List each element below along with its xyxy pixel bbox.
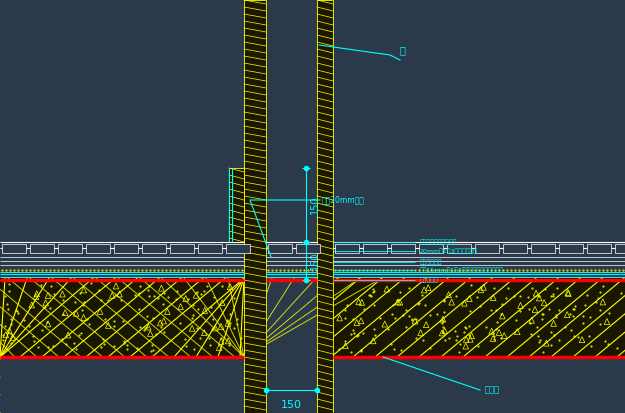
Bar [226, 244, 250, 253]
Bar [503, 244, 527, 253]
Bar [363, 244, 387, 253]
Bar [244, 0, 266, 413]
Text: 钉筋混凝土: 钉筋混凝土 [420, 277, 439, 283]
Bar [391, 244, 415, 253]
Bar [229, 168, 244, 242]
Bar [0, 278, 244, 357]
Bar [559, 244, 583, 253]
Bar [296, 244, 320, 253]
Bar [333, 278, 625, 357]
Text: 砖: 砖 [400, 45, 406, 55]
Bar [170, 244, 194, 253]
Text: 150: 150 [281, 400, 302, 410]
Bar [86, 244, 110, 253]
Text: 瓷砖（施工后贴面砖）: 瓷砖（施工后贴面砖） [420, 239, 457, 245]
Bar [531, 244, 555, 253]
Text: 最薄15mm厚1：3水泥岁浆找平、键幕地面: 最薄15mm厚1：3水泥岁浆找平、键幕地面 [420, 267, 504, 273]
Bar [2, 244, 26, 253]
Text: 原地板: 原地板 [485, 385, 500, 394]
Bar [114, 244, 138, 253]
Bar [615, 244, 625, 253]
Bar [30, 244, 54, 253]
Bar [58, 244, 82, 253]
Text: 20mm厚1：3水泥岁浆找平: 20mm厚1：3水泥岁浆找平 [420, 248, 478, 254]
Bar [447, 244, 471, 253]
Bar [268, 244, 292, 253]
Bar [335, 244, 359, 253]
Text: 150: 150 [310, 252, 320, 270]
Bar [198, 244, 222, 253]
Text: 防水层及保护: 防水层及保护 [420, 259, 442, 265]
Bar [475, 244, 499, 253]
Text: 150: 150 [310, 196, 320, 214]
Text: 最薄20mm尜缝: 最薄20mm尜缝 [322, 195, 365, 204]
Bar [587, 244, 611, 253]
Bar [142, 244, 166, 253]
Bar [419, 244, 443, 253]
Bar [317, 0, 333, 413]
